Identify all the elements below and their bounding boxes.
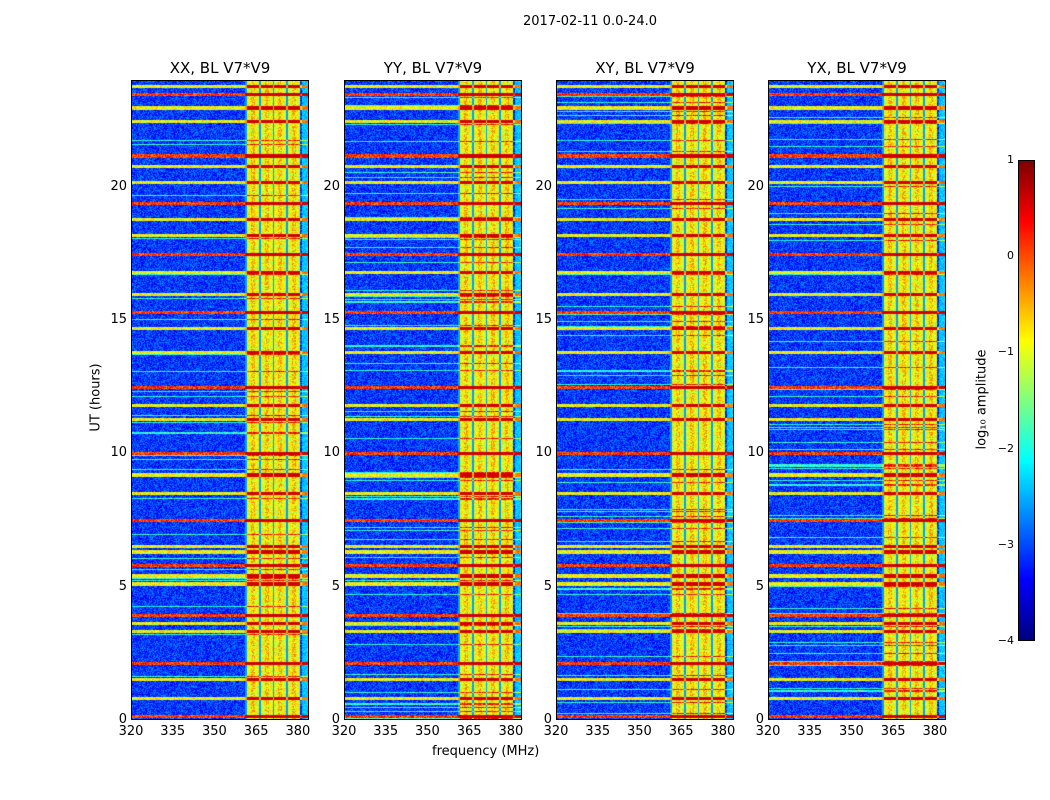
y-tick-label: 10 xyxy=(747,445,764,461)
x-tick-label: 350 xyxy=(839,724,864,739)
x-tick-label: 320 xyxy=(543,724,569,739)
colorbar-tick-label: −4 xyxy=(997,634,1014,647)
x-tick-label: 365 xyxy=(456,724,482,739)
colorbar-tick-label: 0 xyxy=(1007,249,1014,263)
panel-title: YY, BL V7*V9 xyxy=(383,59,483,77)
y-tick-label: 10 xyxy=(323,445,340,461)
y-tick-label: 0 xyxy=(755,712,764,727)
heatmap-panel xyxy=(768,80,946,720)
y-tick-label: 20 xyxy=(747,178,764,194)
panel-title: XX, BL V7*V9 xyxy=(169,59,271,77)
y-tick-label: 0 xyxy=(543,712,552,727)
x-tick-label: 335 xyxy=(373,724,399,739)
colorbar-tick-label: −2 xyxy=(997,441,1014,455)
x-tick-label: 365 xyxy=(880,724,906,739)
y-tick-label: 5 xyxy=(543,578,552,594)
x-tick-label: 320 xyxy=(118,724,144,739)
colorbar-tick-label: −3 xyxy=(997,537,1014,551)
y-tick-label: 20 xyxy=(535,178,552,194)
heatmap-image xyxy=(345,81,521,719)
y-tick-label: 5 xyxy=(118,578,127,594)
heatmap-image xyxy=(557,81,733,719)
y-tick-label: 20 xyxy=(110,178,127,194)
x-tick-label: 380 xyxy=(922,724,948,739)
x-tick-label: 335 xyxy=(160,724,186,739)
y-tick-label: 5 xyxy=(331,578,340,594)
heatmap-panel xyxy=(344,80,522,720)
heatmap-panel xyxy=(556,80,734,720)
y-tick-label: 15 xyxy=(747,312,764,327)
y-tick-label: 0 xyxy=(331,712,340,727)
x-tick-label: 365 xyxy=(243,724,269,739)
y-tick-label: 15 xyxy=(535,312,552,327)
x-tick-label: 380 xyxy=(498,724,524,739)
colorbar-tick-label: 1 xyxy=(1007,153,1014,166)
x-tick-label: 320 xyxy=(755,724,781,739)
y-tick-label: 5 xyxy=(755,578,764,594)
colorbar-tick-label: −1 xyxy=(997,345,1014,359)
x-axis-label: frequency (MHz) xyxy=(432,744,540,759)
heatmap-image xyxy=(132,81,308,719)
colorbar xyxy=(1018,160,1035,641)
y-tick-label: 10 xyxy=(110,445,127,461)
y-tick-label: 10 xyxy=(535,445,552,461)
x-tick-label: 365 xyxy=(668,724,694,739)
x-tick-label: 335 xyxy=(797,724,823,739)
x-tick-label: 350 xyxy=(415,724,440,739)
y-tick-label: 0 xyxy=(118,712,127,727)
x-tick-label: 350 xyxy=(202,724,227,739)
x-tick-label: 335 xyxy=(585,724,611,739)
heatmap-panel xyxy=(131,80,309,720)
panel-title: XY, BL V7*V9 xyxy=(595,59,695,77)
y-tick-label: 20 xyxy=(323,178,340,194)
x-tick-label: 350 xyxy=(627,724,652,739)
y-tick-label: 15 xyxy=(323,312,340,327)
y-axis-label: UT (hours) xyxy=(88,363,104,432)
panel-title: YX, BL V7*V9 xyxy=(807,59,907,77)
y-tick-label: 15 xyxy=(110,312,127,327)
x-tick-label: 320 xyxy=(331,724,357,739)
x-tick-label: 380 xyxy=(285,724,311,739)
heatmap-image xyxy=(769,81,945,719)
figure-title: 2017-02-11 0.0-24.0 xyxy=(523,14,657,29)
x-tick-label: 380 xyxy=(710,724,736,739)
colorbar-label: log₁₀ amplitude xyxy=(974,349,990,450)
